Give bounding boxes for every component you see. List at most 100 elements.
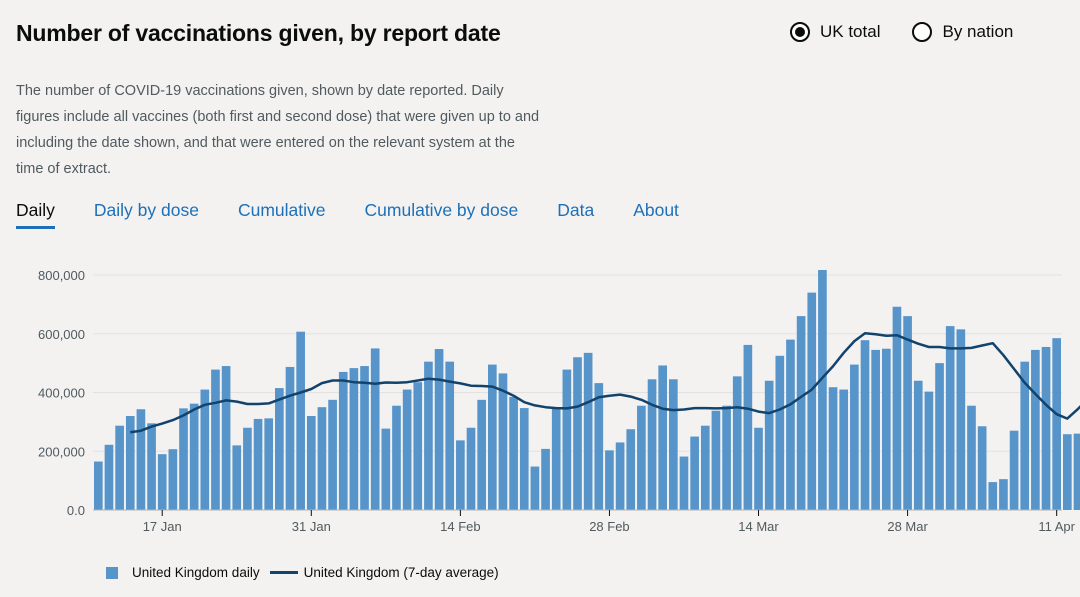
bar: [147, 423, 156, 510]
bar: [700, 425, 710, 510]
bar: [285, 366, 295, 510]
chart-description: The number of COVID-19 vaccinations give…: [16, 83, 540, 177]
bar: [551, 407, 561, 510]
bar: [626, 429, 636, 510]
bar: [1020, 361, 1030, 510]
bar: [956, 329, 966, 510]
bar: [743, 344, 753, 510]
bar: [583, 352, 593, 510]
bar: [967, 405, 976, 510]
bar: [487, 364, 497, 510]
y-tick-label: 0.0: [67, 503, 85, 518]
bar: [211, 369, 220, 510]
bar: [104, 444, 114, 510]
radio-unselected-icon[interactable]: [912, 22, 933, 42]
bar: [828, 387, 838, 510]
bar: [381, 428, 391, 510]
bar: [647, 379, 657, 510]
x-tick-label: 17 Jan: [143, 519, 182, 534]
legend-item-average[interactable]: United Kingdom (7-day average): [269, 565, 499, 580]
x-tick-label: 11 Apr: [1038, 519, 1075, 534]
bar: [669, 379, 678, 510]
bar: [977, 426, 987, 510]
tab-cumulative-by-dose[interactable]: Cumulative by dose: [364, 200, 519, 220]
bar: [306, 416, 316, 510]
x-tick-label: 14 Feb: [440, 519, 480, 534]
bar: [125, 416, 135, 510]
bar: [722, 405, 731, 510]
bar: [179, 408, 188, 510]
bar: [317, 407, 327, 510]
bar: [413, 382, 423, 510]
bar: [466, 427, 476, 510]
bar: [775, 355, 785, 510]
bar: [807, 292, 817, 510]
tab-data[interactable]: Data: [557, 200, 595, 220]
vaccinations-chart: 0.0 200,000 400,000 600,000 800,000 17 Jan 31 …: [38, 270, 1080, 534]
chart-legend: United Kingdom daily United Kingdom (7-d…: [106, 565, 509, 580]
chart-tabs: Daily Daily by dose Cumulative Cumulativ…: [16, 200, 679, 229]
bar: [189, 403, 199, 510]
bar: [370, 348, 380, 510]
bar: [424, 361, 433, 510]
bar: [1063, 434, 1072, 510]
view-radio-group: UK total By nation: [790, 22, 1013, 42]
bar: [658, 365, 668, 510]
legend-label-average: United Kingdom (7-day average): [303, 565, 499, 580]
y-tick-label: 400,000: [38, 386, 85, 401]
bar: [328, 399, 337, 510]
bar: [168, 449, 178, 510]
bar: [509, 396, 518, 510]
tab-about[interactable]: About: [633, 200, 679, 220]
bar: [935, 363, 944, 510]
legend-item-daily[interactable]: United Kingdom daily: [106, 565, 260, 580]
average-line: [130, 331, 1080, 434]
x-tick-label: 31 Jan: [292, 519, 331, 534]
bar: [892, 306, 902, 510]
bar: [296, 331, 305, 510]
tab-cumulative[interactable]: Cumulative: [237, 200, 326, 220]
radio-uk-total[interactable]: UK total: [790, 22, 880, 42]
bar: [1009, 430, 1019, 510]
x-tick-label: 28 Mar: [887, 519, 928, 534]
y-tick-label: 800,000: [38, 270, 85, 283]
bar: [530, 466, 540, 510]
bar: [988, 482, 998, 510]
bar: [796, 316, 806, 510]
tab-daily[interactable]: Daily: [16, 200, 55, 229]
bar: [754, 427, 763, 510]
bar: [498, 373, 508, 510]
bar: [637, 405, 646, 510]
bar: [860, 340, 870, 510]
bar: [764, 380, 774, 510]
radio-selected-icon[interactable]: [790, 22, 810, 42]
bar: [519, 408, 529, 510]
legend-label-daily: United Kingdom daily: [132, 565, 260, 580]
bar: [999, 479, 1008, 510]
bar: [818, 270, 827, 510]
bar: [392, 405, 401, 510]
bar: [615, 442, 625, 510]
bar: [690, 436, 699, 510]
bar: [157, 454, 167, 510]
bar: [360, 366, 369, 510]
bar: [253, 418, 263, 510]
bar: [221, 366, 231, 510]
bar: [871, 349, 880, 510]
bar-swatch-icon: [106, 566, 118, 579]
bar: [200, 389, 210, 510]
tab-daily-by-dose[interactable]: Daily by dose: [93, 200, 199, 220]
bar: [402, 389, 412, 510]
bar: [477, 399, 486, 510]
bar: [562, 369, 572, 510]
bar: [903, 316, 912, 510]
bar: [1031, 349, 1040, 510]
x-tick-label: 28 Feb: [589, 519, 629, 534]
bar: [275, 388, 284, 510]
bar: [1052, 338, 1061, 510]
bar: [839, 389, 849, 510]
bar: [594, 383, 604, 510]
bar: [1041, 346, 1051, 510]
bar: [338, 371, 348, 510]
radio-by-nation[interactable]: By nation: [912, 22, 1013, 42]
